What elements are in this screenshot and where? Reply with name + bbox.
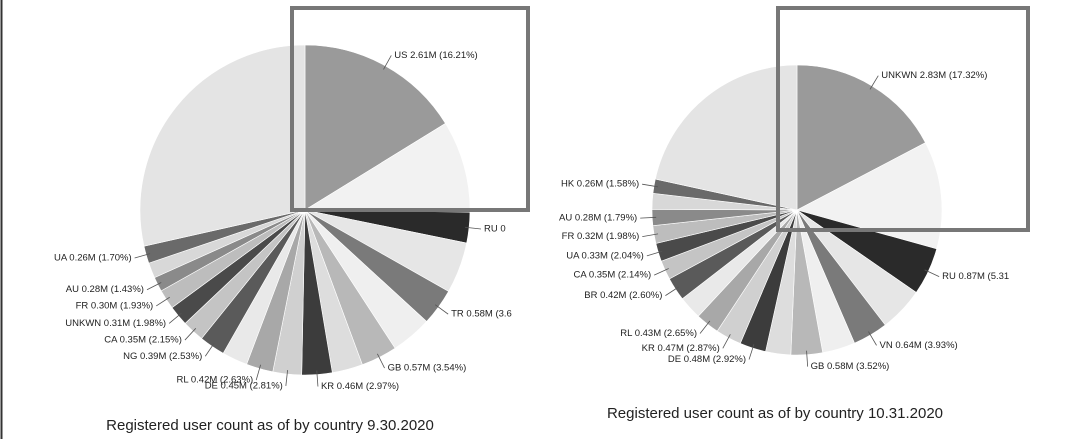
slice-label: GB 0.58M (3.52%) bbox=[811, 361, 890, 372]
chart-title: Registered user count as of by country 1… bbox=[607, 405, 943, 422]
leader-line bbox=[646, 250, 663, 257]
slice-label: NG 0.39M (2.53%) bbox=[123, 351, 202, 362]
leader-line bbox=[377, 353, 385, 369]
slice-label: BR 0.42M (2.60%) bbox=[584, 290, 662, 301]
charts: US 2.61M (16.21%) RU 0 TR 0.58M (3.6 GB 0.5… bbox=[54, 44, 1009, 392]
leader-line bbox=[184, 328, 197, 341]
highlight-box bbox=[776, 6, 1030, 232]
leader-line bbox=[465, 226, 482, 230]
slice-label: KR 0.46M (2.97%) bbox=[321, 381, 399, 392]
slice-label: RL 0.43M (2.65%) bbox=[620, 328, 697, 339]
leader-line bbox=[806, 350, 809, 367]
slice-label: DE 0.45M (2.81%) bbox=[205, 380, 283, 391]
highlight-box bbox=[290, 6, 530, 212]
slice-label: KR 0.47M (2.87%) bbox=[642, 343, 720, 354]
slice-label: AU 0.28M (1.79%) bbox=[559, 213, 637, 224]
slice-label: TR 0.58M (3.6 bbox=[451, 309, 512, 320]
chart-title: Registered user count as of by country 9… bbox=[106, 417, 434, 434]
leader-line bbox=[204, 342, 215, 357]
slice-label: UNKWN 2.83M (17.32%) bbox=[881, 70, 987, 81]
leader-line bbox=[748, 344, 755, 360]
leader-line bbox=[722, 334, 731, 349]
leader-line bbox=[383, 55, 392, 70]
leader-line bbox=[640, 216, 657, 219]
leader-line bbox=[642, 183, 658, 188]
slice-label: AU 0.28M (1.43%) bbox=[66, 284, 144, 295]
slice-label: HK 0.26M (1.58%) bbox=[561, 179, 639, 190]
leader-line bbox=[168, 312, 182, 324]
pie-slice bbox=[139, 44, 306, 247]
slice-label: FR 0.30M (1.93%) bbox=[76, 300, 154, 311]
leader-line bbox=[642, 233, 659, 237]
leader-line bbox=[146, 282, 162, 291]
slice-label: UA 0.26M (1.70%) bbox=[54, 253, 132, 264]
slice-label: UNKWN 0.31M (1.98%) bbox=[65, 318, 166, 329]
slice-label: UA 0.33M (2.04%) bbox=[566, 250, 644, 261]
leader-line bbox=[156, 296, 170, 307]
slice-label: CA 0.35M (2.15%) bbox=[104, 335, 182, 346]
slice-label: RU 0.87M (5.31 bbox=[942, 271, 1009, 282]
leader-line bbox=[869, 75, 879, 90]
slice-label: CA 0.35M (2.14%) bbox=[574, 270, 652, 281]
leader-line bbox=[699, 320, 711, 334]
leader-line bbox=[316, 370, 319, 387]
slice-label: FR 0.32M (1.98%) bbox=[562, 231, 640, 242]
slice-label: RU 0 bbox=[484, 223, 506, 234]
leader-line bbox=[868, 331, 877, 346]
slice-label: GB 0.57M (3.54%) bbox=[388, 363, 467, 374]
slice-label: VN 0.64M (3.93%) bbox=[880, 340, 958, 351]
leader-line bbox=[665, 286, 680, 296]
slice-label: DE 0.48M (2.92%) bbox=[668, 354, 746, 365]
pie-slice bbox=[796, 142, 943, 250]
leader-line bbox=[924, 269, 940, 277]
slice-label: RL 0.42M (2.63%) bbox=[176, 375, 253, 386]
slice-label: US 2.61M (16.21%) bbox=[394, 50, 477, 61]
leader-line bbox=[255, 364, 262, 381]
leader-line bbox=[434, 304, 449, 315]
leader-line bbox=[285, 370, 288, 387]
leader-line bbox=[134, 253, 151, 259]
leader-line bbox=[653, 268, 669, 276]
